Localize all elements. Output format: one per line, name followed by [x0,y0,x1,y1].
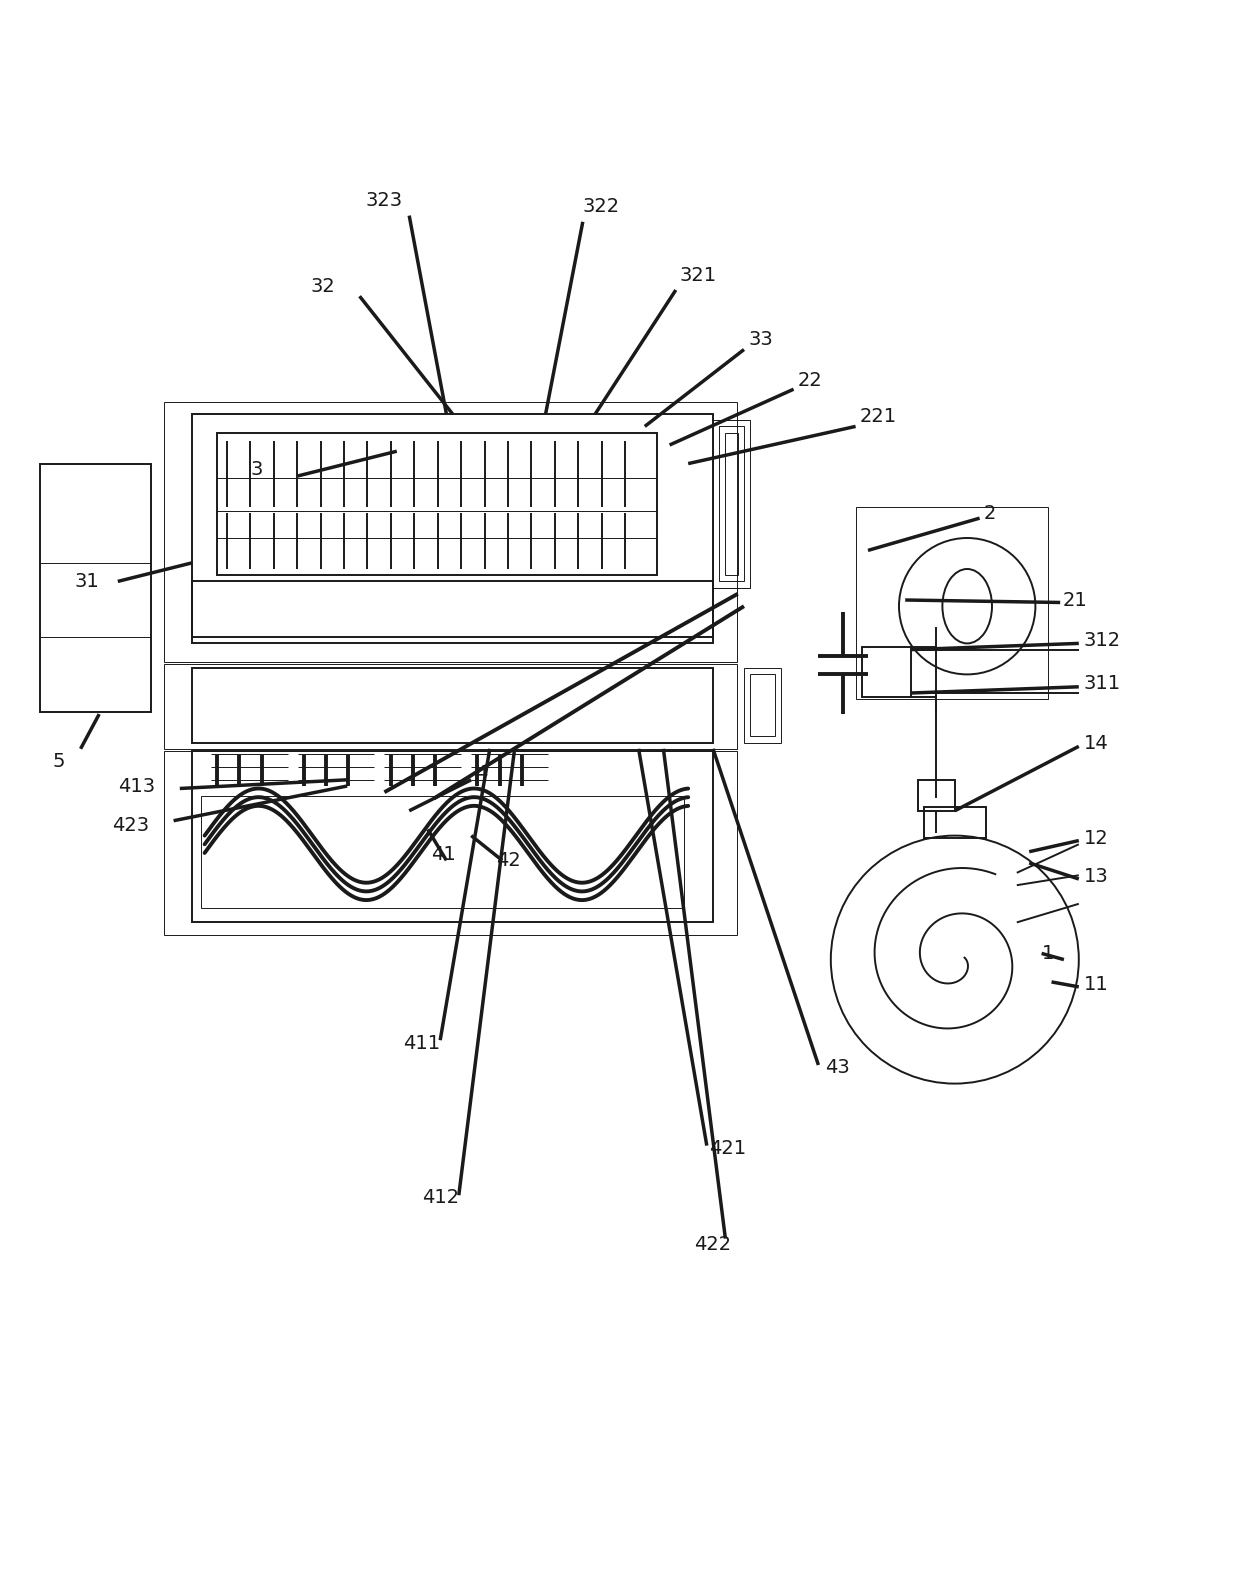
Text: 21: 21 [1063,591,1087,610]
Text: 221: 221 [859,407,897,426]
Text: 12: 12 [1084,828,1109,847]
Text: 2: 2 [983,503,996,523]
Text: 14: 14 [1084,734,1109,753]
Text: 421: 421 [709,1138,746,1157]
Bar [713,420,750,588]
Text: 422: 422 [694,1236,732,1254]
Bar [164,665,737,748]
Bar [719,426,744,582]
Circle shape [831,836,1079,1083]
Text: 323: 323 [366,192,403,211]
Text: 13: 13 [1084,868,1109,887]
Text: 413: 413 [118,777,155,795]
Bar [856,508,1048,700]
Text: 42: 42 [496,850,521,869]
Bar [164,401,737,662]
Bar [164,751,737,935]
Text: 423: 423 [112,816,149,835]
Text: 22: 22 [797,371,822,390]
Text: 4: 4 [475,764,487,783]
Text: 41: 41 [432,844,456,863]
Text: 11: 11 [1084,975,1109,994]
Ellipse shape [942,569,992,643]
Text: 322: 322 [583,198,620,217]
Bar [192,751,713,923]
Bar [725,432,738,575]
Bar [924,806,986,838]
Bar [192,582,713,637]
Bar [192,668,713,742]
Text: 1: 1 [1042,943,1054,964]
Text: 43: 43 [825,1058,849,1077]
Text: 5: 5 [52,751,64,770]
Bar [750,674,775,736]
Bar [862,648,911,696]
Text: 3: 3 [250,461,263,479]
Text: 411: 411 [403,1034,440,1053]
Text: 33: 33 [749,330,774,349]
Bar [744,668,781,742]
Bar [40,464,151,712]
Text: 31: 31 [74,572,99,591]
Bar [192,413,713,643]
Bar [201,795,684,907]
Text: 311: 311 [1084,673,1121,693]
Text: 32: 32 [310,277,335,296]
Text: 312: 312 [1084,632,1121,651]
Bar [918,780,955,811]
Text: 321: 321 [680,266,717,285]
Text: 412: 412 [422,1188,459,1207]
Bar [217,432,657,575]
Circle shape [899,538,1035,674]
